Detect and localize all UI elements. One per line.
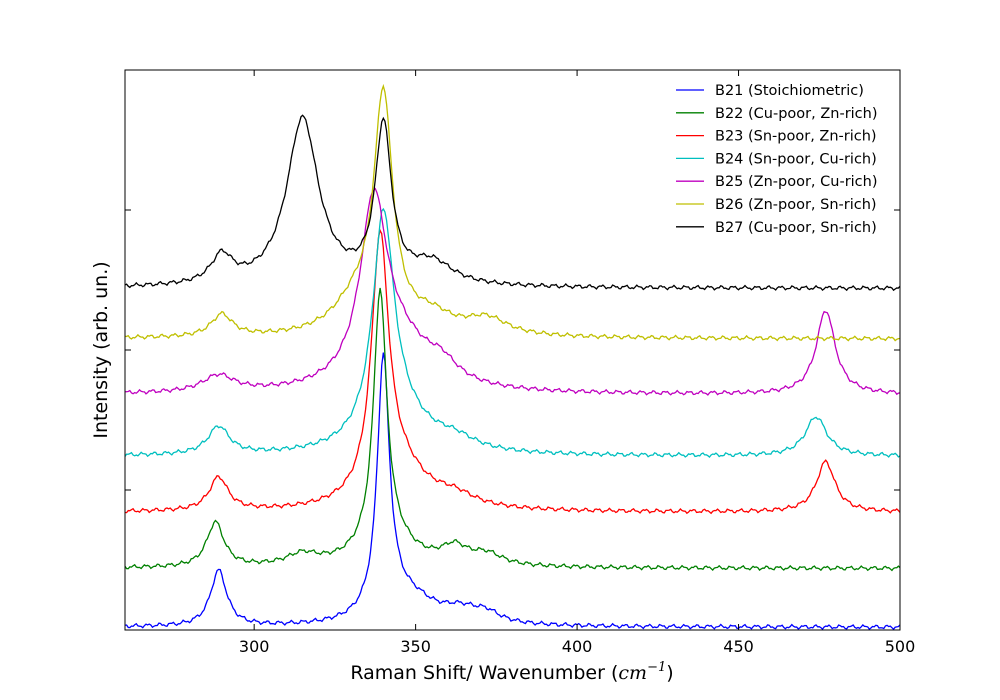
x-tick-label: 300 (239, 637, 270, 656)
x-axis-ticks: 300 350 400 450 500 (239, 70, 915, 656)
x-axis-label-text: Raman Shift/ Wavenumber ( (350, 662, 618, 684)
series-line-1 (124, 352, 901, 631)
legend: B21 (Stoichiometric) B22 (Cu-poor, Zn-ric… (676, 83, 878, 236)
legend-label: B21 (Stoichiometric) (715, 83, 864, 99)
legend-label: B26 (Zn-poor, Sn-rich) (715, 197, 877, 213)
x-tick-label: 350 (400, 637, 431, 656)
legend-label: B23 (Sn-poor, Zn-rich) (715, 129, 877, 145)
series-line-4 (124, 207, 901, 459)
x-tick-label: 450 (723, 637, 754, 656)
legend-label: B22 (Cu-poor, Zn-rich) (715, 106, 878, 122)
legend-label: B24 (Sn-poor, Cu-rich) (715, 151, 877, 167)
x-axis-label-unit: cm (618, 662, 647, 684)
series-line-7 (124, 114, 901, 292)
x-tick-label: 500 (885, 637, 916, 656)
series-line-6 (124, 83, 901, 342)
x-axis-label-close: ) (666, 662, 673, 684)
y-axis-label: Intensity (arb. un.) (90, 261, 112, 438)
series-line-5 (124, 187, 901, 396)
series-line-3 (124, 228, 901, 515)
legend-label: B25 (Zn-poor, Cu-rich) (715, 174, 878, 190)
x-axis-label: Raman Shift/ Wavenumber (cm−1) (350, 660, 673, 684)
legend-label: B27 (Cu-poor, Sn-rich) (715, 220, 877, 236)
y-axis-ticks (125, 209, 900, 491)
x-axis-label-unit-exponent: −1 (647, 660, 666, 675)
x-tick-label: 400 (562, 637, 593, 656)
series-line-2 (124, 287, 901, 572)
series-layer (124, 83, 901, 631)
